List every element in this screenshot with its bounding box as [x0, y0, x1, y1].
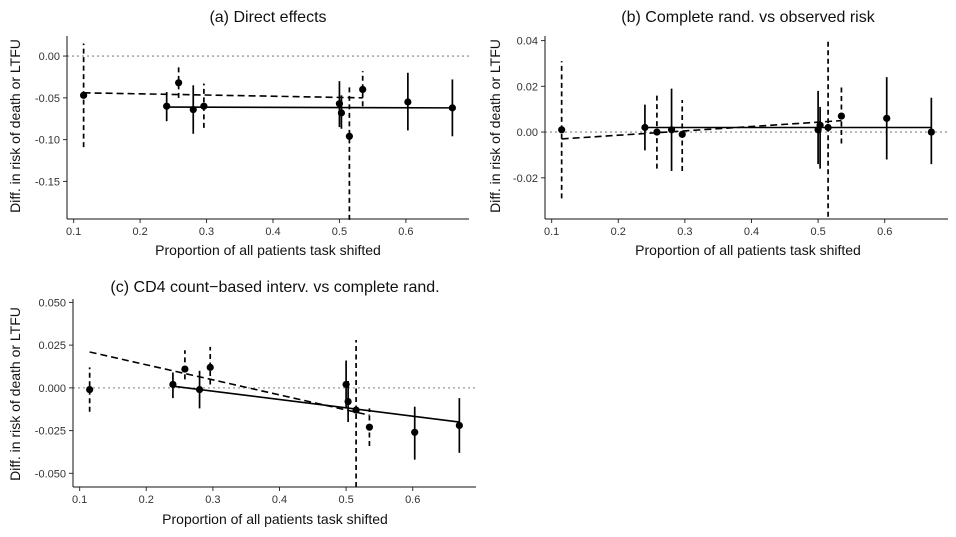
panel-c-x-axis-label: Proportion of all patients task shifted: [162, 511, 388, 527]
panel-c-solid-point: [195, 385, 204, 394]
panel-a-solid-point: [448, 104, 456, 112]
panel-b-dashed-point: [678, 130, 686, 138]
panel-c-dashed-point: [352, 406, 360, 414]
panel-a-xtick-label: 0.5: [332, 226, 347, 238]
panel-b-dashed-point: [653, 128, 661, 136]
panel-c-ytick-label: 0.025: [38, 340, 66, 352]
panel-c-dashed-point: [365, 423, 374, 431]
panel-a-solid-point: [163, 102, 171, 110]
panel-b-solid-point: [927, 128, 935, 136]
panel-c-xtick-label: 0.2: [139, 494, 154, 506]
panel-c-ytick-label: -0.050: [35, 468, 66, 480]
panel-c-solid-point: [169, 380, 177, 389]
panel-a-ytick-label: -0.05: [35, 93, 60, 105]
panel-c-solid-point: [455, 421, 463, 430]
panel-b-ytick-label: 0.00: [517, 127, 538, 139]
panel-b-solid-point: [641, 123, 649, 132]
panel-a-xtick-label: 0.1: [66, 226, 81, 238]
panel-b-xtick-label: 0.1: [544, 226, 559, 238]
panel-a-title: (a) Direct effects: [209, 9, 326, 26]
panel-c-cd4-vs-complete-rand: (c) CD4 count−based interv. vs complete …: [7, 279, 476, 527]
panel-c-solid-point: [411, 428, 419, 436]
panel-a-solid-point: [337, 109, 346, 117]
panel-a-dashed-point: [175, 79, 183, 87]
panel-b-solid-point: [816, 121, 824, 129]
panel-b-x-axis-label: Proportion of all patients task shifted: [635, 242, 861, 258]
panel-a-xtick-label: 0.2: [132, 226, 147, 238]
panel-c-ytick-label: 0.000: [38, 383, 66, 395]
panel-a-y-axis-label: Diff. in risk of death or LTFU: [7, 39, 23, 213]
panel-b-dashed-point: [558, 126, 566, 134]
panel-b-solid-point: [883, 114, 891, 122]
panel-c-xtick-label: 0.6: [405, 494, 420, 506]
panel-a-solid-point: [404, 98, 412, 106]
panel-c-dashed-point: [86, 385, 94, 394]
panel-b-dashed-point: [824, 123, 832, 132]
panel-a-xtick-label: 0.6: [398, 226, 413, 238]
panel-a-dashed-point: [200, 102, 208, 110]
panel-a-dashed-point: [345, 132, 353, 140]
panel-c-xtick-label: 0.5: [338, 494, 353, 506]
panel-c-dashed-point: [181, 365, 189, 373]
panel-a-solid-fit-line: [166, 106, 453, 109]
panel-a-direct-effects: (a) Direct effects Diff. in risk of deat…: [7, 9, 469, 258]
panel-a-ytick-label: -0.10: [35, 135, 60, 147]
panel-b-xtick-label: 0.2: [611, 226, 626, 238]
panel-b-ytick-label: -0.02: [513, 173, 538, 185]
panel-a-dashed-fit-line: [83, 92, 363, 99]
panel-b-ytick-label: 0.04: [517, 36, 538, 48]
panel-b-xtick-label: 0.5: [810, 226, 825, 238]
panel-c-xtick-label: 0.1: [72, 494, 87, 506]
panel-b-xtick-label: 0.4: [744, 226, 759, 238]
panel-a-solid-point: [335, 100, 344, 108]
panel-a-xtick-label: 0.3: [199, 226, 214, 238]
panel-a-dashed-point: [80, 91, 88, 99]
panel-b-ytick-label: 0.02: [517, 81, 538, 93]
panel-b-title: (b) Complete rand. vs observed risk: [621, 9, 875, 26]
panel-b-dashed-point: [837, 112, 846, 120]
panel-c-xtick-label: 0.4: [272, 494, 287, 506]
panel-b-dashed-fit-line: [561, 119, 842, 140]
panel-c-solid-point: [342, 380, 350, 389]
panel-b-xtick-label: 0.3: [677, 226, 692, 238]
panel-c-dashed-point: [206, 363, 214, 371]
panel-b-complete-rand-vs-observed: (b) Complete rand. vs observed risk Diff…: [487, 9, 948, 258]
panel-c-dashed-fit-line: [89, 351, 370, 416]
panel-b-xtick-label: 0.6: [877, 226, 892, 238]
panel-c-solid-point: [344, 397, 352, 406]
panel-c-title: (c) CD4 count−based interv. vs complete …: [110, 279, 439, 296]
panel-a-solid-point: [189, 105, 197, 114]
panel-c-xtick-label: 0.3: [205, 494, 220, 506]
panel-c-y-axis-label: Diff. in risk of death or LTFU: [7, 307, 23, 481]
panel-a-ytick-label: -0.15: [35, 176, 60, 188]
panel-c-solid-fit-line: [172, 385, 460, 423]
panel-b-solid-point: [667, 126, 676, 134]
panel-a-xtick-label: 0.4: [265, 226, 280, 238]
panel-a-ytick-label: 0.00: [39, 51, 60, 63]
panel-c-ytick-label: 0.050: [38, 297, 66, 309]
panel-a-x-axis-label: Proportion of all patients task shifted: [155, 242, 381, 258]
panel-b-y-axis-label: Diff. in risk of death or LTFU: [487, 39, 503, 213]
panel-c-ytick-label: -0.025: [35, 426, 66, 438]
panel-a-dashed-point: [359, 85, 367, 94]
